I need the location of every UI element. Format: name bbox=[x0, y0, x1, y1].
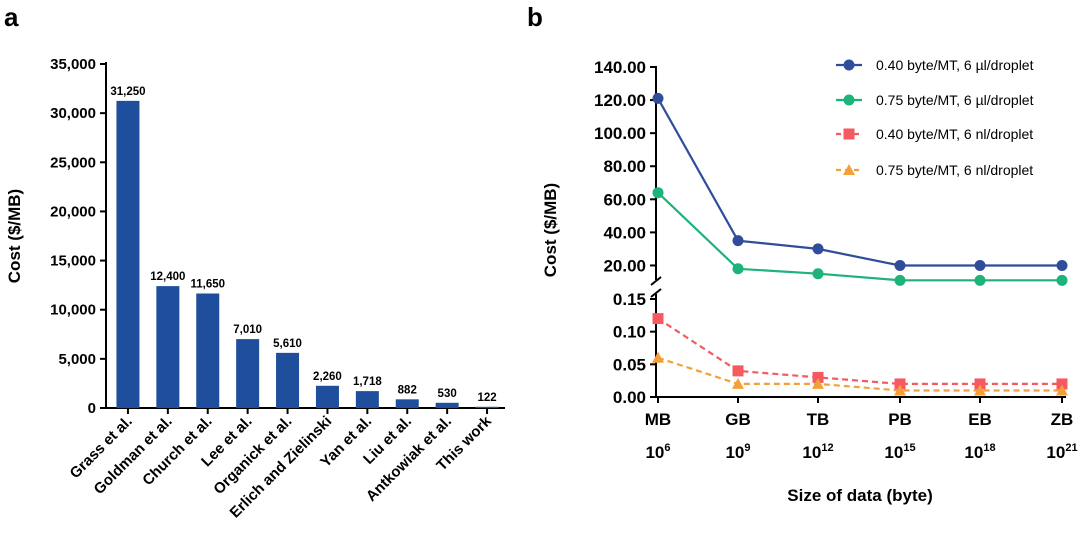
series-point bbox=[894, 274, 906, 286]
line-chart-y-tick-label: 0.15 bbox=[613, 290, 646, 309]
bar bbox=[475, 406, 499, 408]
bar-chart-y-tick-label: 10,000 bbox=[50, 302, 96, 319]
line-chart-x-power-label: 106 bbox=[645, 442, 670, 462]
bar-value-label: 5,610 bbox=[273, 338, 302, 350]
line-chart-x-power-label: 109 bbox=[725, 442, 750, 462]
legend-label: 0.40 byte/MT, 6 µl/droplet bbox=[876, 57, 1034, 73]
series-point bbox=[974, 378, 986, 390]
bar-value-label: 882 bbox=[398, 384, 417, 396]
axis-break-mark bbox=[650, 288, 662, 298]
bar-value-label: 31,250 bbox=[110, 86, 145, 98]
series-line bbox=[657, 317, 1062, 385]
series-point bbox=[732, 235, 744, 247]
bar bbox=[435, 402, 459, 408]
line-chart-cost-vs-size: Cost ($/MB) Size of data (byte) 20.00 40.… bbox=[541, 57, 1078, 505]
panel-letter-a: a bbox=[4, 2, 19, 32]
bar-value-label: 122 bbox=[477, 392, 496, 404]
series-point bbox=[812, 243, 824, 255]
series-point bbox=[812, 268, 824, 280]
line-chart-x-category-label: EB bbox=[968, 410, 992, 429]
series-point bbox=[974, 259, 986, 271]
line-chart-x-category-label: TB bbox=[807, 410, 830, 429]
line-chart-y-tick-label: 0.05 bbox=[613, 355, 646, 374]
bar-value-label: 2,260 bbox=[313, 371, 342, 383]
bar-chart-y-tick-label: 30,000 bbox=[50, 105, 96, 122]
line-chart-y-tick-label: 80.00 bbox=[603, 157, 646, 176]
series-point bbox=[1056, 274, 1068, 286]
bar-chart-y-tick-label: 0 bbox=[88, 400, 96, 417]
axis-break-mark bbox=[650, 276, 662, 286]
legend-marker bbox=[843, 164, 855, 175]
line-chart-y-tick-label: 0.10 bbox=[613, 323, 646, 342]
series-point bbox=[732, 263, 744, 275]
bar bbox=[116, 100, 140, 408]
line-chart-y-tick-label: 140.00 bbox=[594, 58, 646, 77]
bar bbox=[276, 352, 300, 408]
legend-label: 0.75 byte/MT, 6 nl/droplet bbox=[876, 162, 1033, 178]
series-point bbox=[974, 274, 986, 286]
bar-chart-cost-comparison: Cost ($/MB) 0 5,000 10,000 15,000 20,000 25,0… bbox=[5, 56, 505, 522]
series-point bbox=[1056, 259, 1068, 271]
bar bbox=[315, 385, 339, 408]
series-line bbox=[657, 97, 1062, 267]
bar-chart-y-tick-label: 25,000 bbox=[50, 154, 96, 171]
series-point bbox=[894, 259, 906, 271]
series-point bbox=[732, 365, 744, 377]
line-chart-x-power-label: 1012 bbox=[802, 442, 833, 462]
bar bbox=[156, 286, 180, 408]
legend-marker bbox=[843, 128, 855, 140]
bar-value-label: 1,718 bbox=[353, 376, 382, 388]
line-chart-y-axis-label: Cost ($/MB) bbox=[541, 183, 560, 277]
series-line bbox=[657, 191, 1062, 282]
series-point bbox=[652, 187, 664, 199]
series-point bbox=[812, 377, 824, 389]
legend-marker bbox=[843, 59, 855, 71]
bar-value-label: 11,650 bbox=[190, 278, 225, 290]
panel-letter-b: b bbox=[527, 2, 543, 32]
series-point bbox=[1056, 384, 1068, 396]
bar bbox=[196, 293, 220, 408]
line-chart-y-tick-label: 20.00 bbox=[603, 256, 646, 275]
series-point bbox=[894, 384, 906, 396]
series-line bbox=[657, 356, 1062, 392]
line-chart-x-power-label: 1021 bbox=[1046, 442, 1077, 462]
bar-chart-y-axis-label: Cost ($/MB) bbox=[5, 189, 24, 283]
bar bbox=[236, 339, 260, 408]
legend-label: 0.40 byte/MT, 6 nl/droplet bbox=[876, 126, 1033, 142]
line-chart-y-tick-label: 120.00 bbox=[594, 91, 646, 110]
bar bbox=[355, 391, 379, 408]
series-point bbox=[812, 371, 824, 383]
line-chart-x-category-label: MB bbox=[645, 410, 671, 429]
series-point bbox=[652, 351, 664, 363]
bar-value-label: 7,010 bbox=[233, 324, 262, 336]
line-chart-x-category-label: ZB bbox=[1051, 410, 1074, 429]
legend-label: 0.75 byte/MT, 6 µl/droplet bbox=[876, 92, 1034, 108]
bar-chart-y-tick-label: 20,000 bbox=[50, 203, 96, 220]
bar bbox=[395, 399, 419, 408]
bar-value-label: 12,400 bbox=[150, 271, 185, 283]
line-chart-x-category-label: PB bbox=[888, 410, 912, 429]
line-chart-x-axis-label: Size of data (byte) bbox=[787, 486, 932, 505]
series-point bbox=[732, 377, 744, 389]
line-chart-x-category-label: GB bbox=[725, 410, 751, 429]
series-point bbox=[652, 313, 664, 325]
series-point bbox=[652, 92, 664, 104]
line-chart-y-tick-label: 60.00 bbox=[603, 190, 646, 209]
series-point bbox=[974, 384, 986, 396]
series-point bbox=[1056, 378, 1068, 390]
bar-chart-y-tick-label: 35,000 bbox=[50, 56, 96, 73]
line-chart-y-tick-label: 40.00 bbox=[603, 223, 646, 242]
bar-chart-y-tick-label: 15,000 bbox=[50, 253, 96, 270]
bar-value-label: 530 bbox=[438, 388, 457, 400]
line-chart-x-power-label: 1015 bbox=[884, 442, 915, 462]
legend-marker bbox=[843, 94, 855, 106]
series-point bbox=[894, 378, 906, 390]
bar-chart-y-tick-label: 5,000 bbox=[58, 351, 96, 368]
line-chart-y-tick-label: 0.00 bbox=[613, 388, 646, 407]
line-chart-y-tick-label: 100.00 bbox=[594, 124, 646, 143]
line-chart-x-power-label: 1018 bbox=[964, 442, 995, 462]
